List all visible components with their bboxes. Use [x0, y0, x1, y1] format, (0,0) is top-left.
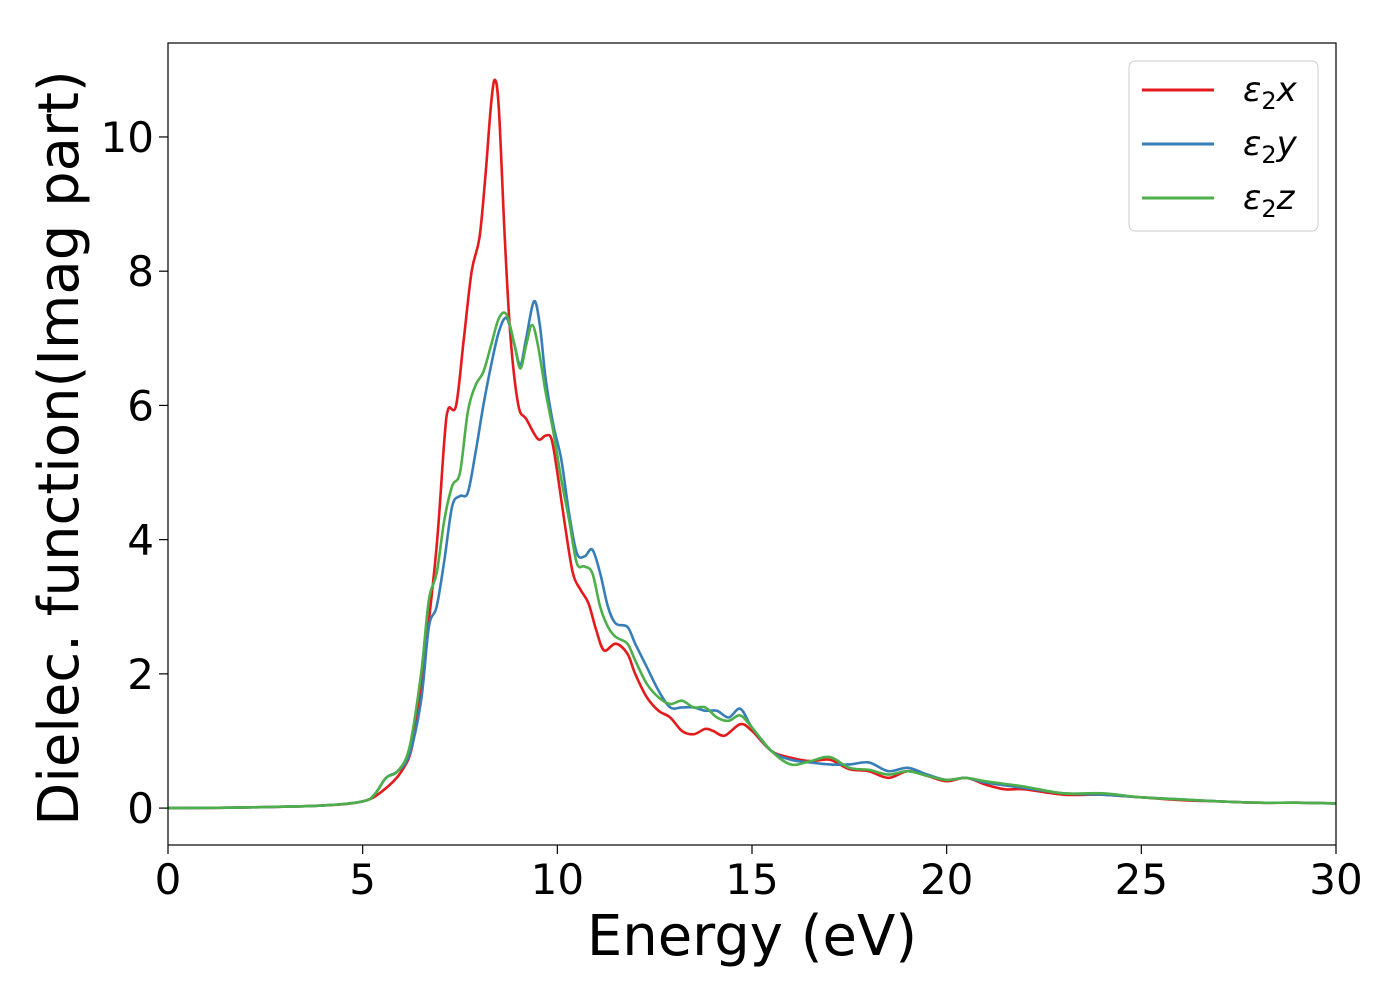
- legend-label-base: ε: [1243, 70, 1261, 110]
- legend-label-base: ε: [1243, 178, 1261, 218]
- y-tick-label: 8: [127, 247, 154, 296]
- legend-label-subscript: 2: [1261, 87, 1276, 115]
- x-tick-label: 25: [1115, 855, 1168, 904]
- legend-label-component: y: [1276, 124, 1298, 164]
- legend-label-z: ε2z: [1243, 178, 1296, 223]
- y-tick-label: 4: [127, 516, 154, 565]
- y-tick-label: 6: [127, 381, 154, 430]
- x-tick-label: 15: [725, 855, 778, 904]
- legend-label-subscript: 2: [1261, 195, 1276, 223]
- x-tick-label: 20: [920, 855, 973, 904]
- legend-label-y: ε2y: [1243, 124, 1298, 169]
- legend-label-component: z: [1276, 178, 1296, 218]
- x-tick-label: 0: [155, 855, 182, 904]
- x-tick-label: 5: [349, 855, 376, 904]
- y-tick-label: 2: [127, 650, 154, 699]
- legend-label-subscript: 2: [1261, 141, 1276, 169]
- x-tick-label: 30: [1309, 855, 1362, 904]
- y-tick-label: 10: [101, 113, 154, 162]
- series-group: [167, 78, 1337, 810]
- legend-label-base: ε: [1243, 124, 1261, 164]
- series-line-z: [167, 311, 1337, 810]
- x-tick-label: 10: [531, 855, 584, 904]
- legend-label-x: ε2x: [1243, 70, 1298, 115]
- legend-label-component: x: [1276, 70, 1298, 110]
- y-tick-label: 0: [127, 784, 154, 833]
- y-axis-title: Dielec. function(Imag part): [27, 70, 92, 826]
- x-axis: 0 5 10 15 20 25 30: [155, 845, 1363, 904]
- x-axis-title: Energy (eV): [587, 904, 917, 969]
- y-axis: 0 2 4 6 8 10: [101, 113, 168, 833]
- legend-box: [1128, 60, 1319, 232]
